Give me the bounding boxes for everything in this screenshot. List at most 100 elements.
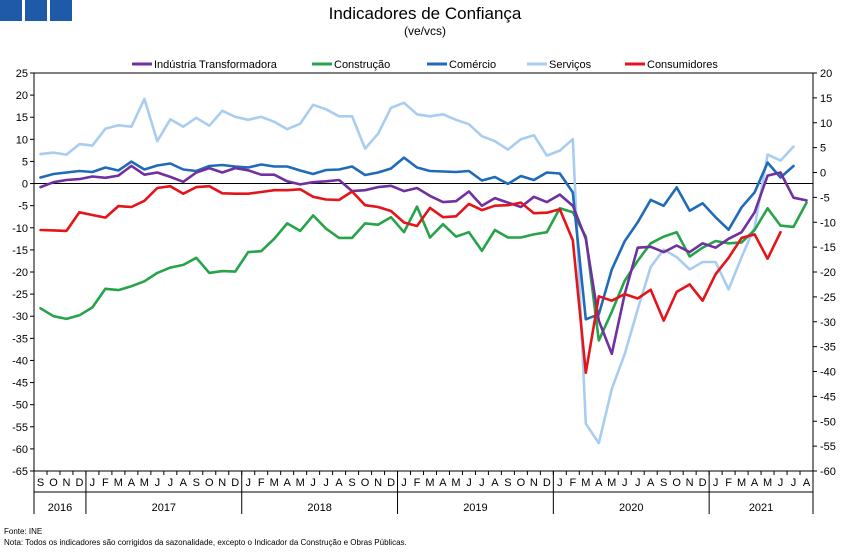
x-tick-label: M bbox=[607, 477, 616, 489]
x-tick-label: J bbox=[90, 477, 96, 489]
x-tick-label: F bbox=[414, 477, 421, 489]
x-tick-label: M bbox=[114, 477, 123, 489]
y-right-tick-label: 10 bbox=[820, 118, 832, 130]
y-right-tick-label: -45 bbox=[820, 391, 836, 403]
y-left-tick-label: -60 bbox=[12, 444, 28, 456]
x-tick-label: J bbox=[778, 477, 784, 489]
x-tick-label: J bbox=[713, 477, 719, 489]
y-right-tick-label: -30 bbox=[820, 317, 836, 329]
x-tick-label: M bbox=[140, 477, 149, 489]
x-tick-label: A bbox=[439, 477, 447, 489]
x-tick-label: M bbox=[270, 477, 279, 489]
y-left-tick-label: -30 bbox=[12, 311, 28, 323]
y-right-tick-label: -50 bbox=[820, 416, 836, 428]
x-tick-label: N bbox=[686, 477, 694, 489]
legend-label: Indústria Transformadora bbox=[154, 59, 278, 71]
x-tick-label: F bbox=[569, 477, 576, 489]
x-tick-label: N bbox=[218, 477, 226, 489]
year-label: 2020 bbox=[619, 502, 643, 514]
y-left-tick-label: 0 bbox=[22, 179, 28, 191]
x-tick-label: M bbox=[763, 477, 772, 489]
x-tick-label: D bbox=[699, 477, 707, 489]
y-right-tick-label: -10 bbox=[820, 217, 836, 229]
y-left-tick-label: -10 bbox=[12, 223, 28, 235]
x-tick-label: D bbox=[75, 477, 83, 489]
series-line-2 bbox=[39, 156, 795, 321]
x-tick-label: M bbox=[296, 477, 305, 489]
series-line-3 bbox=[39, 97, 795, 445]
y-left-tick-label: -25 bbox=[12, 289, 28, 301]
x-tick-label: J bbox=[622, 477, 628, 489]
x-tick-label: J bbox=[479, 477, 485, 489]
x-tick-label: O bbox=[517, 477, 526, 489]
year-label: 2016 bbox=[48, 502, 72, 514]
x-tick-label: S bbox=[660, 477, 667, 489]
legend-label: Serviços bbox=[549, 59, 592, 71]
chart-subtitle: (ve/vcs) bbox=[404, 24, 446, 38]
logo-square-3 bbox=[50, 0, 72, 21]
x-tick-label: S bbox=[348, 477, 355, 489]
y-right-tick-label: -40 bbox=[820, 367, 836, 379]
y-left-tick-label: 5 bbox=[22, 156, 28, 168]
y-left-tick-label: -65 bbox=[12, 466, 28, 478]
legend-label: Consumidores bbox=[647, 59, 718, 71]
y-right-tick-label: 5 bbox=[820, 143, 826, 155]
x-tick-label: A bbox=[491, 477, 499, 489]
year-label: 2018 bbox=[307, 502, 331, 514]
x-tick-label: S bbox=[193, 477, 200, 489]
y-right-tick-label: -55 bbox=[820, 441, 836, 453]
y-right-tick-label: -15 bbox=[820, 242, 836, 254]
x-tick-label: A bbox=[595, 477, 603, 489]
y-left-tick-label: -50 bbox=[12, 400, 28, 412]
x-tick-label: F bbox=[258, 477, 265, 489]
y-left-tick-label: -55 bbox=[12, 422, 28, 434]
x-tick-label: M bbox=[737, 477, 746, 489]
x-tick-label: J bbox=[310, 477, 316, 489]
legend-label: Comércio bbox=[449, 59, 496, 71]
x-tick-label: S bbox=[37, 477, 44, 489]
x-tick-label: M bbox=[425, 477, 434, 489]
year-label: 2019 bbox=[463, 502, 487, 514]
x-tick-label: A bbox=[803, 477, 811, 489]
year-label: 2021 bbox=[749, 502, 773, 514]
chart-title: Indicadores de Confiança bbox=[328, 4, 522, 23]
y-left-tick-label: 15 bbox=[16, 112, 28, 124]
y-right-tick-label: 0 bbox=[820, 168, 826, 180]
x-tick-label: J bbox=[155, 477, 161, 489]
y-left-tick-label: -40 bbox=[12, 355, 28, 367]
x-tick-label: J bbox=[557, 477, 563, 489]
x-tick-label: M bbox=[581, 477, 590, 489]
x-tick-label: J bbox=[466, 477, 472, 489]
y-left-tick-label: -5 bbox=[18, 201, 28, 213]
series-line-0 bbox=[39, 164, 808, 356]
x-tick-label: O bbox=[205, 477, 214, 489]
x-tick-label: F bbox=[102, 477, 109, 489]
x-tick-label: J bbox=[245, 477, 251, 489]
logo-square-2 bbox=[25, 0, 47, 21]
y-left-tick-label: 20 bbox=[16, 90, 28, 102]
x-tick-label: N bbox=[530, 477, 538, 489]
x-tick-label: J bbox=[168, 477, 174, 489]
x-tick-label: A bbox=[180, 477, 188, 489]
series-line-4 bbox=[39, 184, 782, 375]
x-tick-label: F bbox=[725, 477, 732, 489]
x-tick-label: A bbox=[284, 477, 292, 489]
y-right-tick-label: 15 bbox=[820, 93, 832, 105]
y-left-tick-label: -35 bbox=[12, 333, 28, 345]
x-tick-label: N bbox=[62, 477, 70, 489]
y-right-tick-label: -35 bbox=[820, 342, 836, 354]
x-tick-label: J bbox=[635, 477, 641, 489]
x-tick-label: O bbox=[361, 477, 370, 489]
footnote: Nota: Todos os indicadores são corrigido… bbox=[4, 538, 407, 547]
x-tick-label: J bbox=[401, 477, 407, 489]
x-tick-label: N bbox=[374, 477, 382, 489]
source-note: Fonte: INE bbox=[4, 527, 43, 536]
y-left-tick-label: -45 bbox=[12, 378, 28, 390]
x-tick-label: D bbox=[543, 477, 551, 489]
x-tick-label: A bbox=[128, 477, 136, 489]
y-right-tick-label: -5 bbox=[820, 192, 830, 204]
year-label: 2017 bbox=[152, 502, 176, 514]
x-tick-label: D bbox=[231, 477, 239, 489]
x-tick-label: A bbox=[335, 477, 343, 489]
